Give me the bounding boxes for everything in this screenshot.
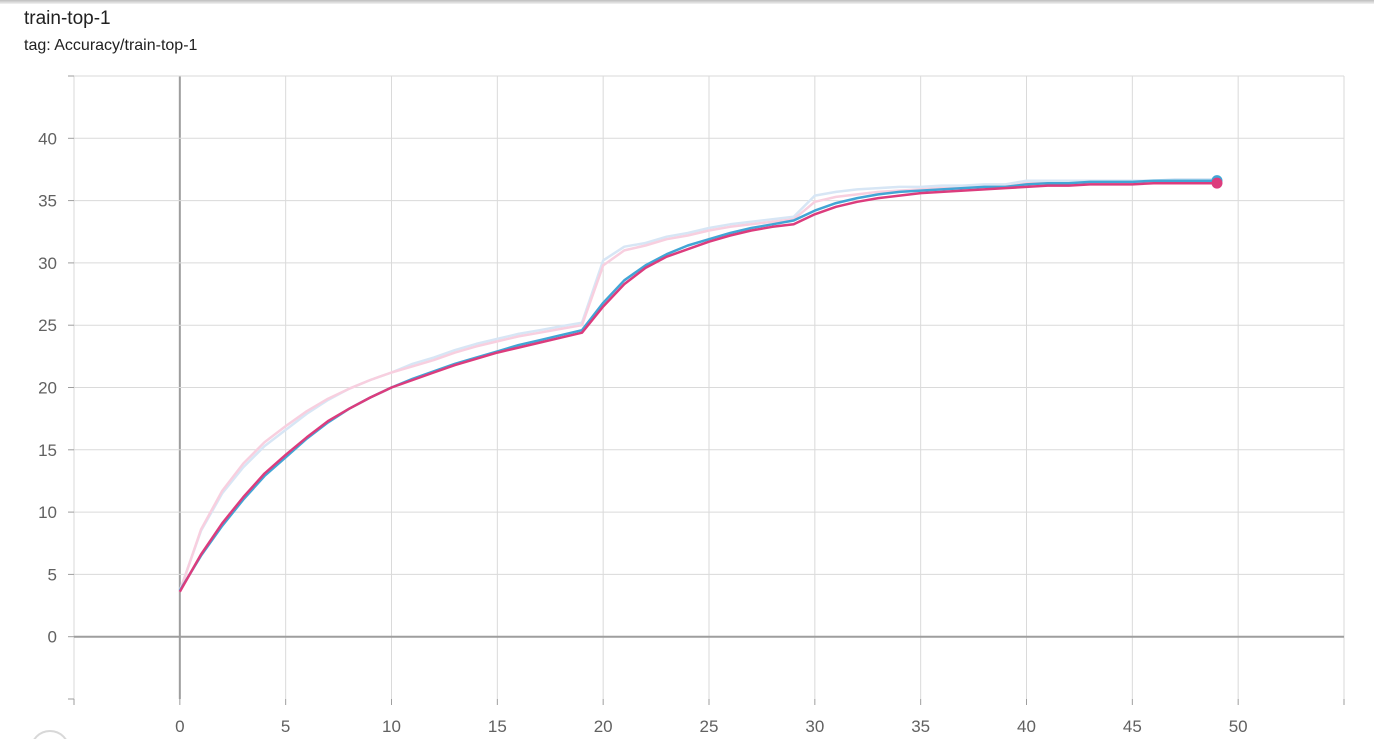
x-tick-label: 30 xyxy=(805,717,824,736)
y-tick-label: 20 xyxy=(38,379,57,398)
y-tick-label: 35 xyxy=(38,192,57,211)
x-tick-label: 5 xyxy=(281,717,290,736)
x-tick-label: 40 xyxy=(1017,717,1036,736)
y-tick-label: 15 xyxy=(38,441,57,460)
x-tick-label: 20 xyxy=(594,717,613,736)
y-tick-label: 40 xyxy=(38,129,57,148)
smoothed-series-lines xyxy=(178,179,1217,593)
chart-title: train-top-1 xyxy=(24,8,111,29)
x-tick-label: 15 xyxy=(488,717,507,736)
y-tick-label: 5 xyxy=(48,565,57,584)
y-tick-label: 0 xyxy=(48,628,57,647)
series-line-1 xyxy=(178,181,1217,593)
end-marker-1 xyxy=(1211,177,1223,189)
y-tick-label: 10 xyxy=(38,503,57,522)
x-tick-label: 25 xyxy=(700,717,719,736)
tick-labels: 0 5 10 15 20 25 30 35 40 45 50 0 5 10 15 20 25 30 35 40 xyxy=(38,129,1248,736)
top-divider xyxy=(0,0,1374,4)
x-tick-label: 45 xyxy=(1123,717,1142,736)
x-tick-label: 50 xyxy=(1229,717,1248,736)
y-tick-label: 25 xyxy=(38,316,57,335)
x-tick-label: 35 xyxy=(911,717,930,736)
x-tick-label: 0 xyxy=(175,717,184,736)
x-tick-label: 10 xyxy=(382,717,401,736)
y-tick-label: 30 xyxy=(38,254,57,273)
chart-tag: tag: Accuracy/train-top-1 xyxy=(24,37,198,54)
end-markers xyxy=(1211,175,1223,189)
